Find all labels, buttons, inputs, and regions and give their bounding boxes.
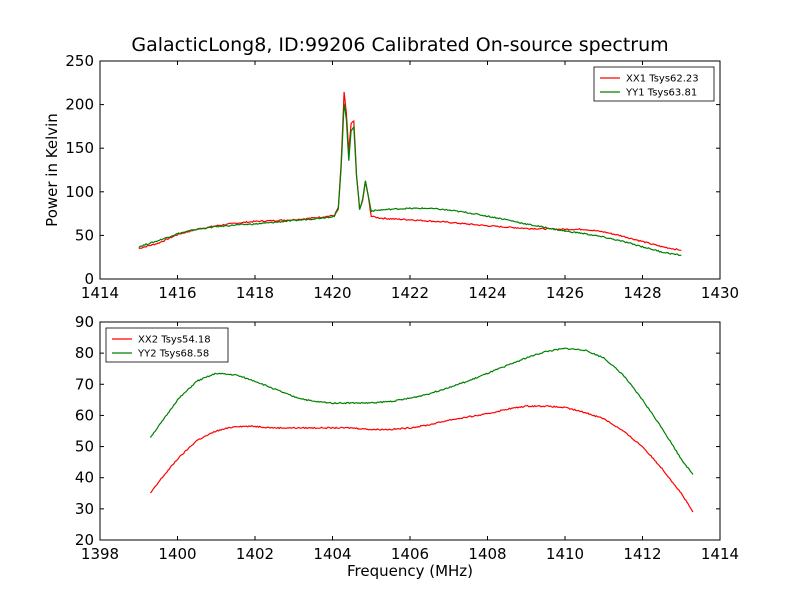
x-tick-label: 1430 [701, 284, 739, 302]
series-line-yy1 [138, 103, 682, 257]
y-tick-label: 60 [75, 406, 94, 424]
x-tick-label: 1406 [391, 545, 429, 563]
y-axis-label: Power in Kelvin [43, 113, 61, 227]
x-tick-label: 1414 [701, 545, 739, 563]
y-tick-label: 250 [65, 52, 94, 70]
x-tick-label: 1412 [623, 545, 661, 563]
legend-entry: XX2 Tsys54.18 [138, 335, 211, 346]
y-tick-label: 80 [75, 344, 94, 362]
chart-title: GalacticLong8, ID:99206 Calibrated On-so… [131, 34, 669, 56]
x-tick-label: 1428 [623, 284, 661, 302]
legend-entry: YY1 Tsys63.81 [625, 88, 697, 99]
y-tick-label: 30 [75, 500, 94, 518]
x-tick-label: 1418 [236, 284, 274, 302]
plot-bottom-spectrum-1406: 1398 1400 1402 1404 1406 1408 1410 1412 1414 20 30… [75, 313, 739, 580]
x-tick-label: 1424 [468, 284, 506, 302]
x-tick-label: 1414 [81, 284, 119, 302]
y-tick-label: 150 [65, 139, 94, 157]
y-tick-label: 50 [75, 438, 94, 456]
x-tick-label: 1416 [158, 284, 196, 302]
series-line-xx1 [138, 91, 682, 251]
x-axis-label: Frequency (MHz) [347, 562, 473, 580]
legend-box [105, 327, 229, 363]
x-tick-label: 1408 [468, 545, 506, 563]
y-tick-label: 100 [65, 183, 94, 201]
x-tick-label: 1420 [313, 284, 351, 302]
x-tick-label: 1398 [81, 545, 119, 563]
x-tick-label: 1426 [546, 284, 584, 302]
x-tick-label: 1400 [158, 545, 196, 563]
series-line-xx2 [149, 404, 694, 513]
y-tick-label: 200 [65, 96, 94, 114]
y-tick-label: 40 [75, 469, 94, 487]
y-tick-label: 70 [75, 375, 94, 393]
y-tick-label: 20 [75, 531, 94, 549]
x-tick-label: 1410 [546, 545, 584, 563]
x-tick-label: 1402 [236, 545, 274, 563]
y-tick-label: 50 [75, 226, 94, 244]
legend-box [593, 66, 715, 102]
x-tick-label: 1422 [391, 284, 429, 302]
y-tick-label: 0 [84, 270, 94, 288]
x-tick-label: 1404 [313, 545, 351, 563]
legend-entry: XX1 Tsys62.23 [626, 74, 699, 85]
plot-top-spectrum-1420: 1414 1416 1418 1420 1422 1424 1426 1428 1430 0 50 1… [43, 52, 739, 302]
legend-entry: YY2 Tsys68.58 [137, 349, 209, 360]
series-line-yy2 [149, 347, 694, 475]
y-tick-label: 90 [75, 313, 94, 331]
